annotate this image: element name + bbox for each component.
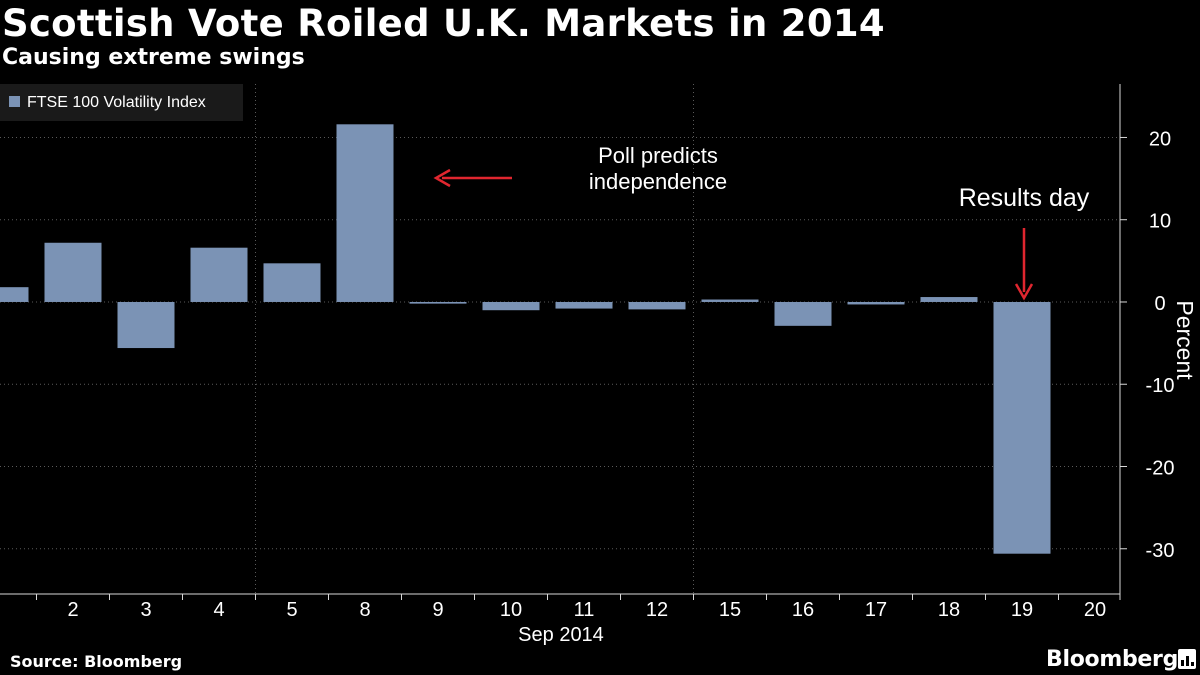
annotation-poll-line-2: independence — [589, 169, 727, 194]
bar-12 — [628, 301, 686, 310]
y-tick-label: 20 — [1149, 128, 1171, 150]
annotation-results-line-1: Results day — [959, 184, 1090, 212]
bloomberg-logo: Bloomberg — [1046, 647, 1179, 672]
x-tick-label: 5 — [286, 599, 297, 621]
y-tick-label: 10 — [1149, 211, 1171, 233]
bars — [0, 124, 1051, 554]
x-tick-label: 20 — [1084, 599, 1106, 621]
x-tick-label: 17 — [865, 599, 887, 621]
legend: FTSE 100 Volatility Index — [0, 84, 243, 121]
legend-swatch — [9, 96, 20, 107]
bar-16 — [774, 301, 832, 326]
bar-8 — [336, 124, 394, 302]
x-tick-label: 16 — [792, 599, 814, 621]
x-tick-label: 12 — [646, 599, 668, 621]
bloomberg-terminal-icon — [1178, 649, 1196, 669]
x-tick-label: 4 — [213, 599, 224, 621]
bar-15 — [701, 299, 759, 302]
legend-box — [0, 84, 243, 121]
x-tick-label: 9 — [432, 599, 443, 621]
chart-subtitle: Causing extreme swings — [2, 45, 305, 70]
annotation-poll-arrowhead — [433, 168, 451, 188]
x-tick-label: 3 — [140, 599, 151, 621]
chart-title: Scottish Vote Roiled U.K. Markets in 201… — [2, 2, 885, 45]
legend-label: FTSE 100 Volatility Index — [27, 94, 206, 111]
source-note: Source: Bloomberg — [10, 652, 183, 671]
annotation-poll: Poll predicts independence — [433, 143, 727, 194]
x-tick-label: 2 — [67, 599, 78, 621]
bar-2 — [44, 242, 102, 302]
y-axis-label: Percent — [1172, 300, 1198, 380]
annotation-poll-line-1: Poll predicts — [598, 143, 718, 168]
y-tick-label: 0 — [1154, 293, 1165, 315]
x-ticks: 2 3 4 5 8 9 10 11 12 15 16 17 18 19 20 — [36, 594, 1121, 621]
x-tick-label: 15 — [719, 599, 741, 621]
bar-17 — [847, 301, 905, 305]
x-tick-label: 11 — [574, 599, 595, 621]
bar-10 — [482, 301, 540, 311]
y-tick-label: -30 — [1146, 540, 1175, 562]
x-axis-caption: Sep 2014 — [518, 624, 604, 646]
y-tick-label: -10 — [1146, 375, 1175, 397]
y-tick-label: -20 — [1146, 458, 1175, 480]
bar-18 — [920, 297, 978, 302]
annotation-results-arrowhead — [1014, 283, 1034, 301]
bar-19 — [993, 301, 1051, 554]
axes — [0, 84, 1121, 595]
bar-1 — [0, 287, 29, 302]
bar-5 — [263, 263, 321, 302]
x-tick-label: 19 — [1011, 599, 1033, 621]
x-tick-label: 18 — [938, 599, 960, 621]
y-ticks: 20 10 0 -10 -20 -30 — [1120, 128, 1175, 562]
x-tick-label: 8 — [359, 599, 370, 621]
bar-11 — [555, 301, 613, 309]
bar-9 — [409, 301, 467, 304]
x-tick-label: 10 — [500, 599, 522, 621]
bar-3 — [117, 301, 175, 349]
annotation-results: Results day — [959, 184, 1090, 301]
bar-4 — [190, 247, 248, 302]
